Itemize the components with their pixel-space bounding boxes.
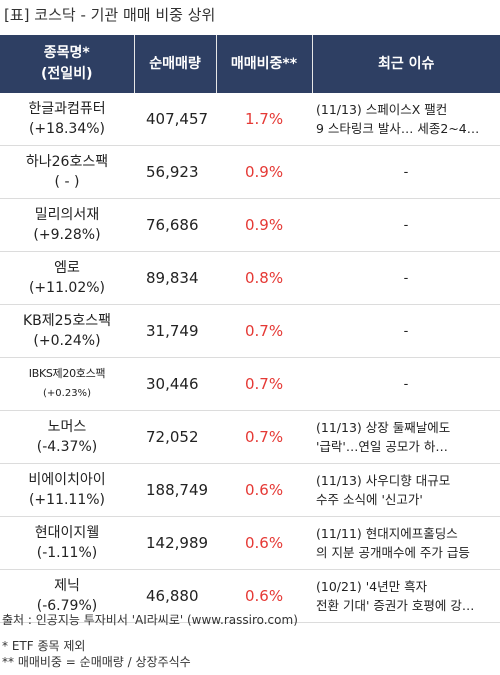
table-row: 엠로 (+11.02%) 89,834 0.8% -	[0, 251, 500, 305]
stock-change: (+18.34%)	[28, 121, 106, 137]
table-row: KB제25호스팩 (+0.24%) 31,749 0.7% -	[0, 304, 500, 358]
stock-name-cell: 하나26호스팩 ( - )	[0, 145, 134, 199]
table-row: 제닉 (-6.79%) 46,880 0.6% (10/21) '4년만 흑자 전환 기대…	[0, 569, 500, 623]
recent-issue: -	[312, 145, 500, 199]
net-volume: 30,446	[134, 357, 216, 411]
stock-name-cell: 비에이치아이 (+11.11%)	[0, 463, 134, 517]
stock-name-cell: 현대이지웰 (-1.11%)	[0, 516, 134, 570]
issue-line1: -	[403, 217, 409, 233]
stock-name-cell: KB제25호스팩 (+0.24%)	[0, 304, 134, 358]
header-ratio: 매매비중**	[215, 35, 312, 93]
table-row: IBKS제20호스팩 (+0.23%) 30,446 0.7% -	[0, 357, 500, 411]
table-row: 밀리의서재 (+9.28%) 76,686 0.9% -	[0, 198, 500, 252]
issue-line1: (11/13) 스페이스X 팰컨	[316, 102, 448, 117]
recent-issue: -	[312, 198, 500, 252]
net-volume: 72,052	[134, 410, 216, 464]
stock-name: IBKS제20호스팩	[28, 367, 106, 380]
table-row: 한글과컴퓨터 (+18.34%) 407,457 1.7% (11/13) 스페이스X …	[0, 93, 500, 146]
header-name-line2: (전일비)	[41, 66, 93, 82]
stock-change: (+0.23%)	[43, 388, 91, 399]
header-name: 종목명* (전일비)	[0, 35, 134, 93]
net-volume: 188,749	[134, 463, 216, 517]
page-title: [표] 코스닥 - 기관 매매 비중 상위	[4, 6, 216, 24]
trade-ratio: 0.8%	[216, 251, 312, 305]
table-row: 하나26호스팩 ( - ) 56,923 0.9% -	[0, 145, 500, 199]
stock-name: KB제25호스팩	[22, 313, 112, 329]
net-volume: 407,457	[134, 93, 216, 146]
stock-change: (+11.02%)	[28, 280, 106, 296]
stock-name-cell: 엠로 (+11.02%)	[0, 251, 134, 305]
recent-issue: (11/13) 스페이스X 팰컨 9 스타링크 발사… 세종2~4…	[312, 93, 500, 146]
footnote-etf: * ETF 종목 제외	[2, 639, 86, 653]
stock-name-cell: 노머스 (-4.37%)	[0, 410, 134, 464]
issue-line2: '급락'…연일 공모가 하…	[316, 439, 448, 454]
stock-change: (-1.11%)	[36, 545, 98, 561]
trade-ratio: 0.7%	[216, 304, 312, 358]
trade-ratio: 0.6%	[216, 516, 312, 570]
stock-name: 한글과컴퓨터	[28, 101, 106, 117]
stock-name-cell: 밀리의서재 (+9.28%)	[0, 198, 134, 252]
stock-name: 제닉	[54, 578, 80, 594]
table-row: 현대이지웰 (-1.11%) 142,989 0.6% (11/11) 현대지에프홀딩스…	[0, 516, 500, 570]
issue-line1: -	[403, 323, 409, 339]
recent-issue: -	[312, 251, 500, 305]
stock-name-cell: IBKS제20호스팩 (+0.23%)	[0, 357, 134, 411]
table-row: 노머스 (-4.37%) 72,052 0.7% (11/13) 상장 둘째날에도 '급락…	[0, 410, 500, 464]
trade-ratio: 0.9%	[216, 198, 312, 252]
issue-line2: 9 스타링크 발사… 세종2~4…	[316, 121, 480, 136]
net-volume: 89,834	[134, 251, 216, 305]
issue-line1: -	[403, 270, 409, 286]
stock-change: (+9.28%)	[33, 227, 101, 243]
net-volume: 31,749	[134, 304, 216, 358]
trade-ratio: 0.6%	[216, 463, 312, 517]
institution-trading-table: 종목명* (전일비) 순매매량 매매비중** 최근 이슈 한글과컴퓨터 (+18.…	[0, 35, 500, 623]
stock-name: 비에이치아이	[28, 472, 106, 488]
trade-ratio: 0.7%	[216, 357, 312, 411]
trade-ratio: 0.6%	[216, 569, 312, 623]
issue-line1: (11/11) 현대지에프홀딩스	[316, 526, 458, 541]
stock-change: (+11.11%)	[28, 492, 106, 508]
issue-line1: -	[403, 164, 409, 180]
issue-line1: (11/13) 사우디향 대규모	[316, 473, 451, 488]
net-volume: 46,880	[134, 569, 216, 623]
stock-change: (-6.79%)	[36, 598, 98, 614]
recent-issue: (11/13) 상장 둘째날에도 '급락'…연일 공모가 하…	[312, 410, 500, 464]
issue-line1: -	[403, 376, 409, 392]
recent-issue: -	[312, 357, 500, 411]
net-volume: 56,923	[134, 145, 216, 199]
net-volume: 76,686	[134, 198, 216, 252]
stock-name: 밀리의서재	[34, 207, 100, 223]
stock-name: 노머스	[47, 419, 87, 435]
stock-name: 현대이지웰	[34, 525, 100, 541]
trade-ratio: 0.9%	[216, 145, 312, 199]
trade-ratio: 1.7%	[216, 93, 312, 146]
net-volume: 142,989	[134, 516, 216, 570]
issue-line1: (11/13) 상장 둘째날에도	[316, 420, 451, 435]
stock-change: ( - )	[54, 174, 80, 190]
stock-name-cell: 제닉 (-6.79%)	[0, 569, 134, 623]
stock-name: 하나26호스팩	[25, 154, 109, 170]
issue-line2: 수주 소식에 '신고가'	[316, 492, 423, 507]
footnote-ratio: ** 매매비중 = 순매매량 / 상장주식수	[2, 655, 191, 669]
header-name-line1: 종목명*	[43, 45, 90, 61]
header-issue: 최근 이슈	[311, 35, 500, 93]
issue-line1: (10/21) '4년만 흑자	[316, 579, 428, 594]
table-row: 비에이치아이 (+11.11%) 188,749 0.6% (11/13) 사우디향 대…	[0, 463, 500, 517]
table-header-row: 종목명* (전일비) 순매매량 매매비중** 최근 이슈	[0, 35, 500, 93]
trade-ratio: 0.7%	[216, 410, 312, 464]
issue-line2: 의 지분 공개매수에 주가 급등	[316, 545, 470, 560]
issue-line2: 전환 기대' 증권가 호평에 강…	[316, 598, 475, 613]
header-volume: 순매매량	[133, 35, 216, 93]
stock-name: 엠로	[54, 260, 80, 276]
stock-change: (-4.37%)	[36, 439, 98, 455]
stock-change: (+0.24%)	[33, 333, 101, 349]
source-note: 출처 : 인공지능 투자비서 'AI라씨로' (www.rassiro.com)	[2, 613, 298, 627]
stock-name-cell: 한글과컴퓨터 (+18.34%)	[0, 93, 134, 146]
recent-issue: -	[312, 304, 500, 358]
